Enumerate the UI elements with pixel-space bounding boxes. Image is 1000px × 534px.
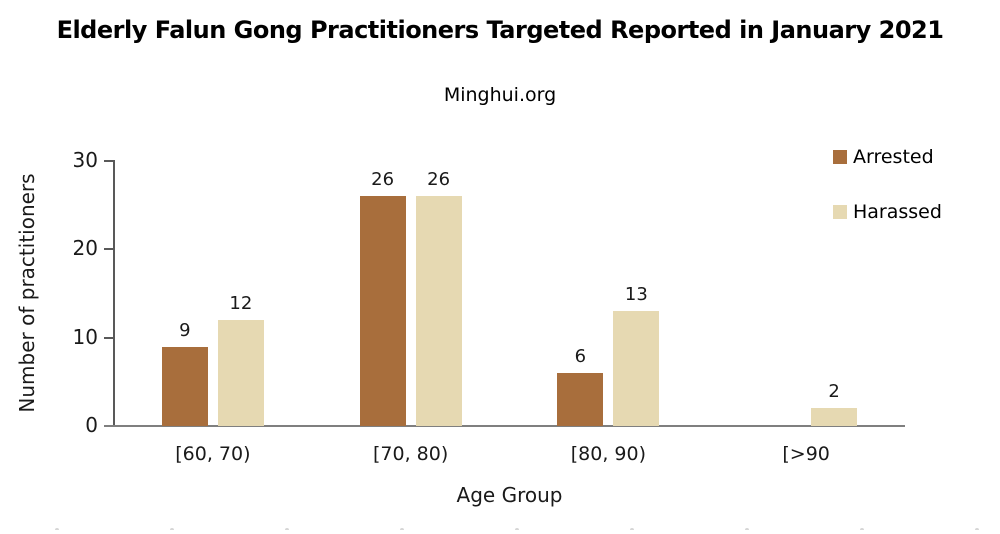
bar-value-harassed-group-1: 26 [427,169,451,191]
x-axis-title: Age Group [456,483,563,507]
legend-item-arrested: Arrested [833,146,942,168]
x-tick-label: [80, 90) [570,443,646,465]
chart-title: Elderly Falun Gong Practitioners Targete… [56,16,944,44]
legend-label-arrested: Arrested [853,146,934,168]
bar-harassed-group-0 [217,320,264,426]
cropped-text-remnant [630,528,634,530]
bar-value-harassed-group-2: 13 [624,284,648,306]
legend-swatch-arrested [833,150,847,164]
legend-swatch-harassed [833,205,847,219]
y-tick-mark [104,160,113,162]
bar-value-harassed-group-3: 2 [828,381,840,403]
cropped-text-remnant [170,528,174,530]
x-tick-label: [70, 80) [372,443,449,465]
cropped-text-remnant [515,528,519,530]
cropped-text-remnant [975,528,979,530]
y-axis-line [113,160,115,427]
bar-arrested-group-2 [557,373,604,426]
bar-value-arrested-group-2: 6 [574,346,587,367]
y-tick-label: 0 [85,413,98,437]
y-tick-label: 20 [72,236,98,261]
legend: Arrested Harassed [833,146,942,223]
bar-harassed-group-3 [811,408,858,426]
bar-value-harassed-group-0: 12 [229,293,253,314]
cropped-text-remnant [745,528,749,530]
x-tick-label: [60, 70) [175,443,251,465]
chart-subtitle: Minghui.org [443,84,557,106]
cropped-text-remnant [400,528,404,530]
y-tick-mark [104,248,113,251]
bar-arrested-group-1 [359,196,406,426]
y-tick-mark [104,336,113,339]
x-axis-line [104,425,905,427]
y-tick-label: 10 [72,324,98,349]
legend-item-harassed: Harassed [833,201,942,223]
legend-label-harassed: Harassed [853,201,942,223]
cropped-text-remnant [860,528,864,530]
cropped-text-remnant [285,528,289,530]
y-tick-label: 30 [72,148,98,172]
bar-harassed-group-2 [613,311,660,426]
bar-harassed-group-1 [415,196,462,426]
x-tick-label: [>90 [782,443,830,465]
bar-arrested-group-0 [161,346,208,426]
y-axis-title: Number of practitioners [15,173,39,413]
bar-value-arrested-group-0: 9 [179,319,191,341]
bar-value-arrested-group-1: 26 [371,169,395,191]
cropped-text-remnant [55,528,59,530]
